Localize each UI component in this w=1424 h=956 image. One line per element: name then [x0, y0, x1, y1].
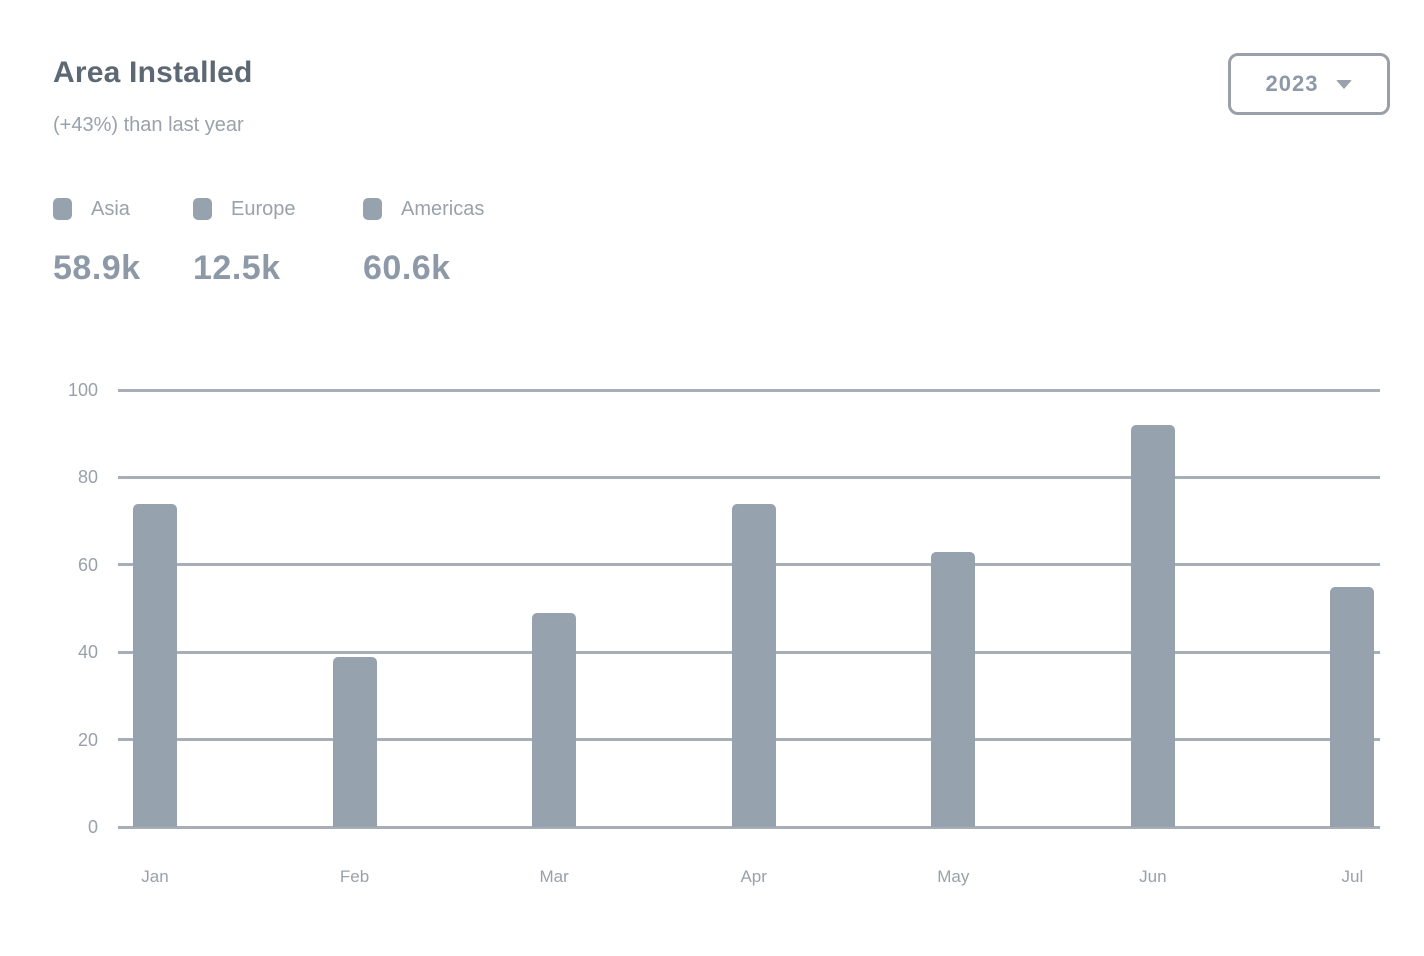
y-axis-tick-label: 0: [87, 817, 98, 837]
legend-value: 60.6k: [363, 249, 451, 287]
x-axis-tick-label: Jan: [141, 867, 169, 886]
y-axis-tick-label: 60: [77, 554, 98, 575]
gridline-y100: [118, 388, 1380, 392]
legend-head: Asia: [53, 193, 149, 225]
gridline-y80: [118, 475, 1380, 479]
card-header: Area Installed (+43%) than last year: [0, 0, 1424, 137]
legend-item-europe[interactable]: Europe 12.5k: [193, 193, 319, 288]
x-axis-tick-label: Jul: [1341, 867, 1364, 886]
legend-value: 12.5k: [193, 249, 281, 287]
gridline-y0: [118, 825, 1380, 829]
bar-chart: 0 20 40 60 80 100 Jan Feb Mar Apr May Jun Jul: [0, 370, 1424, 930]
legend-row: Asia 58.9k Europe 12.5k Americas 60.6k: [0, 137, 1424, 288]
year-select[interactable]: 2023: [1228, 53, 1390, 115]
page-title: Area Installed: [53, 56, 253, 89]
bar-mar: [532, 612, 577, 827]
x-axis-tick-label: Jun: [1139, 867, 1167, 886]
y-axis-tick-label: 20: [77, 729, 98, 750]
plot-area: [118, 388, 1380, 829]
americas-legend-marker-icon: [363, 198, 382, 220]
card-subtitle: (+43%) than last year: [53, 114, 244, 136]
legend-value: 58.9k: [53, 249, 141, 287]
x-axis-tick-label: Apr: [740, 867, 767, 886]
legend-label: Europe: [231, 197, 296, 220]
asia-legend-marker-icon: [53, 198, 72, 220]
bar-jun: [1130, 424, 1175, 827]
bar-apr: [731, 503, 776, 827]
y-axis-tick-label: 100: [67, 380, 98, 400]
y-axis-tick-label: 40: [77, 642, 98, 663]
bar-feb: [332, 656, 377, 827]
legend-head: Americas: [363, 193, 484, 225]
x-axis-tick-label: May: [937, 867, 970, 886]
bar-jul: [1330, 586, 1375, 827]
legend-head: Europe: [193, 193, 319, 225]
europe-legend-marker-icon: [193, 198, 212, 220]
legend-item-asia[interactable]: Asia 58.9k: [53, 193, 149, 288]
x-axis-tick-label: Mar: [539, 867, 569, 886]
x-axis-tick-label: Feb: [339, 867, 370, 886]
y-axis-tick-label: 80: [77, 467, 98, 488]
bar-jan: [132, 503, 177, 827]
legend-label: Asia: [91, 197, 130, 220]
legend-label: Americas: [401, 197, 485, 220]
bar-may: [931, 551, 976, 827]
year-select-value: 2023: [1265, 71, 1319, 96]
chevron-down-icon: [1336, 79, 1353, 89]
legend-item-americas[interactable]: Americas 60.6k: [363, 193, 484, 288]
